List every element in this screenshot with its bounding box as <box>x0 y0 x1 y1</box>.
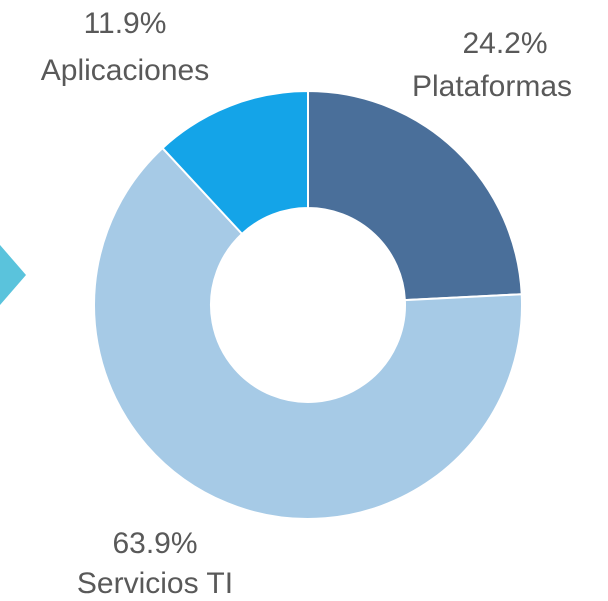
donut-slice <box>93 146 523 520</box>
category-label: Servicios TI <box>77 567 233 600</box>
category-label: Plataformas <box>412 70 572 103</box>
value-label: 63.9% <box>112 527 197 560</box>
category-label: Aplicaciones <box>41 54 209 87</box>
value-label: 24.2% <box>462 27 547 60</box>
donut-slice <box>307 89 523 302</box>
value-label: 11.9% <box>84 7 167 40</box>
decor-arrow <box>0 245 26 305</box>
donut-slice <box>161 89 309 236</box>
